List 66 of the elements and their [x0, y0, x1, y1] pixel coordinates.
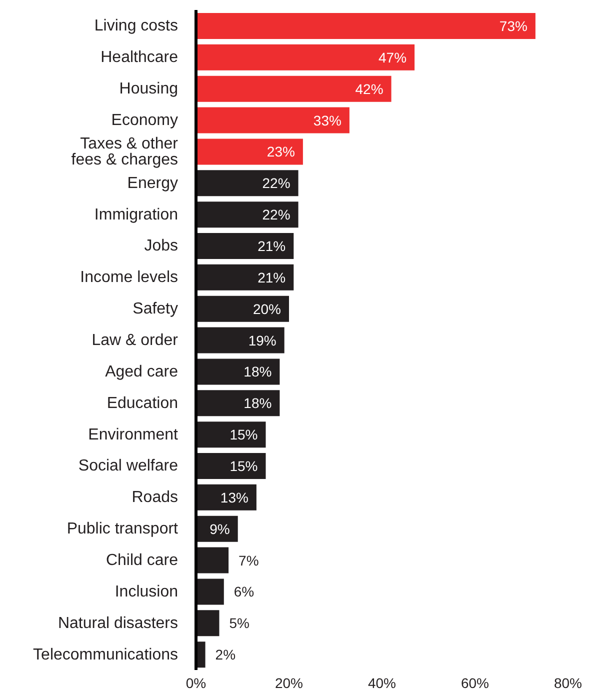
- y-tick-label: Social welfare: [78, 457, 178, 474]
- data-label: 7%: [238, 552, 259, 568]
- bar: [196, 170, 298, 196]
- bar: [196, 422, 266, 448]
- x-tick-label: 20%: [274, 674, 304, 691]
- bar: [196, 44, 415, 70]
- data-label: 21%: [258, 269, 286, 286]
- data-label: 22%: [262, 206, 290, 223]
- data-label: 15%: [230, 426, 258, 443]
- data-label: 6%: [234, 584, 254, 600]
- y-tick-label: Telecommunications: [33, 646, 178, 663]
- data-label: 13%: [220, 489, 248, 506]
- data-label: 9%: [210, 520, 230, 537]
- y-tick-label: Aged care: [105, 362, 178, 380]
- bar: [196, 296, 289, 322]
- data-label: 47%: [378, 49, 407, 66]
- data-label: 23%: [266, 144, 295, 160]
- y-tick-label: Public transport: [66, 520, 179, 538]
- y-tick-label: Energy: [127, 174, 178, 192]
- y-tick-label: Housing: [119, 80, 178, 98]
- bar: [196, 202, 298, 228]
- x-tick-label: 80%: [554, 674, 582, 691]
- bar: [196, 107, 350, 134]
- data-label: 15%: [230, 458, 258, 474]
- data-label: 33%: [313, 112, 342, 128]
- bar: [196, 547, 229, 574]
- data-label: 73%: [499, 18, 528, 34]
- y-tick-label: Education: [106, 394, 178, 412]
- data-label: 18%: [244, 364, 272, 380]
- x-tick-label: 0%: [186, 674, 206, 691]
- data-label: 5%: [229, 615, 250, 632]
- y-tick-label: Income levels: [80, 268, 178, 286]
- bar: [196, 453, 266, 479]
- x-tick-label: 60%: [460, 674, 490, 691]
- y-tick-label: Child care: [106, 552, 178, 568]
- y-tick-label: Economy: [111, 112, 178, 128]
- data-label: 18%: [244, 395, 272, 412]
- data-label: 19%: [248, 332, 276, 348]
- y-tick-label: Environment: [88, 426, 179, 443]
- bar: [196, 264, 294, 290]
- bar: [196, 76, 392, 102]
- bar: [196, 390, 280, 416]
- x-tick-label: 40%: [368, 674, 396, 691]
- y-tick-label: Immigration: [94, 206, 178, 223]
- data-label: 2%: [215, 646, 236, 663]
- y-tick-label: Jobs: [144, 237, 178, 254]
- y-tick-label: Roads: [132, 488, 178, 506]
- bar: [196, 233, 294, 259]
- data-label: 22%: [262, 175, 290, 192]
- y-tick-label: Taxes & other fees & charges: [71, 134, 179, 168]
- y-tick-label: Inclusion: [114, 582, 178, 600]
- data-label: 21%: [258, 238, 286, 254]
- bar: [196, 327, 284, 354]
- bar: [196, 578, 224, 605]
- bar: [196, 358, 280, 385]
- y-tick-label: Law & order: [92, 332, 179, 348]
- bar: [196, 610, 220, 636]
- data-label: 20%: [252, 300, 281, 317]
- data-label: 42%: [355, 80, 384, 97]
- bar: [196, 13, 536, 39]
- bar: [196, 484, 256, 510]
- y-tick-label: Natural disasters: [58, 614, 178, 632]
- y-tick-label: Living costs: [94, 17, 178, 34]
- bar: [196, 138, 303, 165]
- y-tick-label: Healthcare: [100, 48, 178, 66]
- y-tick-label: Safety: [132, 300, 178, 318]
